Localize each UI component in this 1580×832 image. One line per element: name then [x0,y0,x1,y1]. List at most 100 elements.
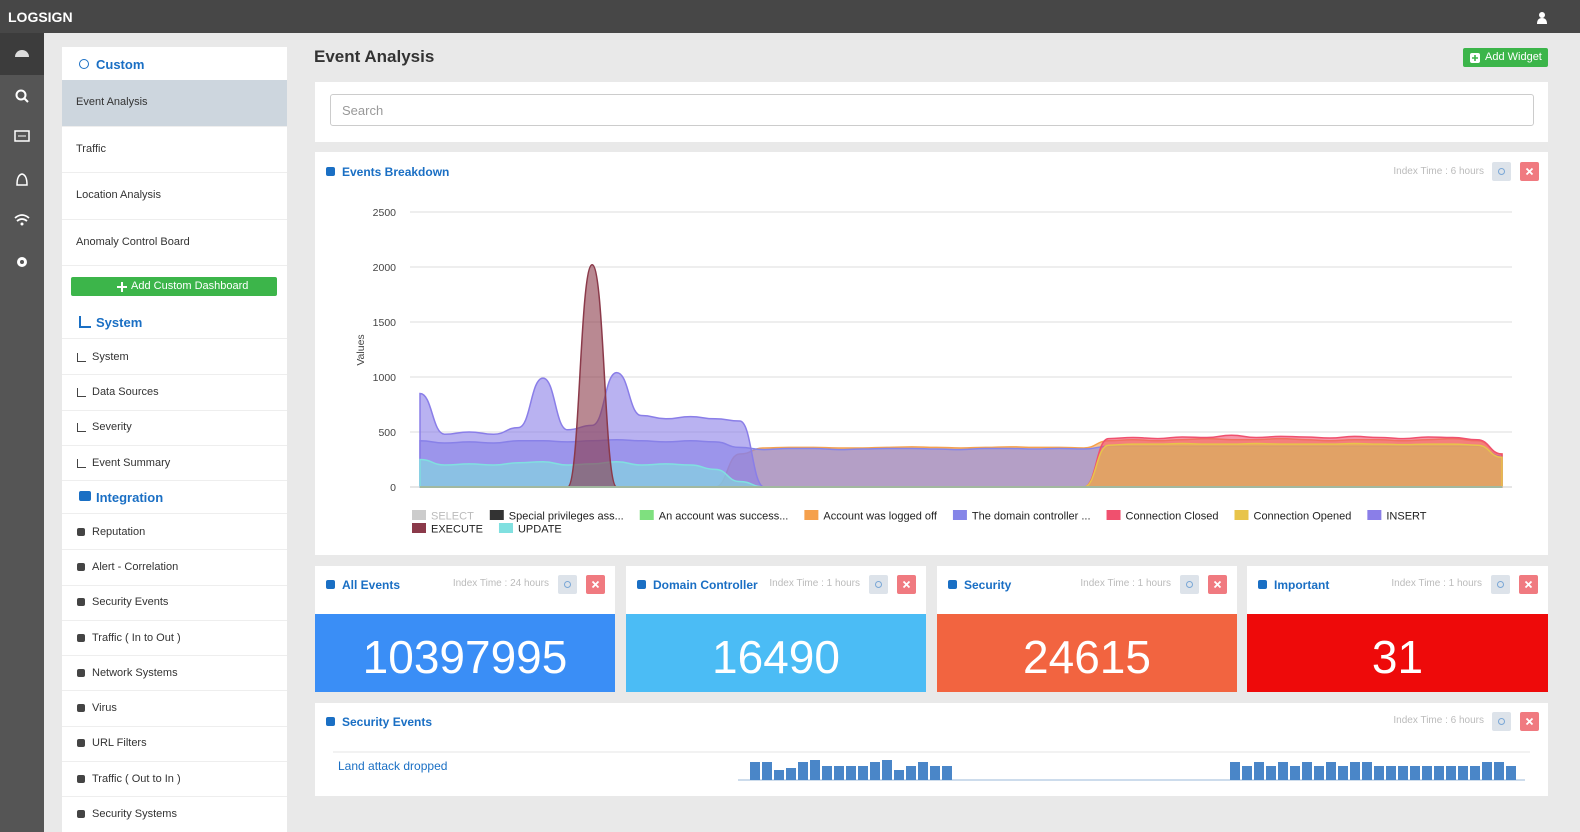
section-title: Custom [96,57,145,72]
brand: LOGSIGN [8,9,73,25]
sidebar-item[interactable]: Traffic [62,127,287,173]
section-header: Custom [62,47,287,81]
close-x [1525,167,1534,176]
stat-block: 31 [1247,614,1548,692]
settings-button[interactable] [1492,162,1511,181]
item-label: Severity [92,421,132,434]
security-title: Security Events [342,715,433,729]
stat-index-time: Index Time : 1 hours [769,578,860,589]
page-title: Event Analysis [314,47,435,66]
sidebar-item[interactable]: URL Filters [62,727,287,763]
item-icon [77,458,86,468]
section-title: Integration [96,490,164,505]
item-label: Alert - Correlation [92,560,179,573]
section-icon [79,491,91,501]
user-icon[interactable] [1536,11,1548,25]
item-icon [77,810,85,819]
close-button[interactable] [586,575,605,594]
section-header: Integration [62,480,287,514]
sidebar-item[interactable]: Virus [62,692,287,727]
add-dashboard-button[interactable]: Add Custom Dashboard [71,277,277,296]
security-index-time: Index Time : 6 hours [1393,715,1484,726]
add-widget-button[interactable]: Add Widget [1463,48,1548,67]
security-label[interactable]: Land attack dropped [338,759,448,773]
sidebar-item[interactable]: Alert - Correlation [62,550,287,586]
item-label: Anomaly Control Board [76,235,190,248]
sidebar-item[interactable]: System [62,340,287,376]
sidebar-item[interactable]: Security Systems [62,797,287,832]
close-x-path [591,580,600,589]
gear-icon [1497,581,1504,588]
rail-icons[interactable] [0,33,44,293]
sidebar-item[interactable]: Anomaly Control Board [62,220,287,266]
security-panel [315,703,1548,796]
sidebar-item[interactable]: Traffic ( Out to In ) [62,762,287,798]
top-bar: LOGSIGN [0,0,1580,33]
stat-value: 16490 [712,631,840,683]
plus-icon [1470,53,1480,63]
sidebar-item[interactable]: Event Summary [62,446,287,482]
settings-button[interactable] [1180,575,1199,594]
item-label: Event Summary [92,456,171,469]
close-x [1525,717,1534,726]
close-x [591,580,600,589]
gear-icon [1186,581,1193,588]
stat-value: 24615 [1023,631,1151,683]
item-icon [77,352,86,362]
sidebar-item[interactable]: Traffic ( In to Out ) [62,621,287,657]
settings-button[interactable] [869,575,888,594]
close-button[interactable] [1520,712,1539,731]
close-x-path [1524,580,1533,589]
close-x [1213,580,1222,589]
close-x [902,580,911,589]
stat-block: 24615 [937,614,1237,692]
widget-icon [326,167,335,176]
close-button[interactable] [1519,575,1538,594]
section-header: System [62,305,287,339]
widget-icon [948,580,957,589]
close-x-path [1525,717,1534,726]
stat-block: 16490 [626,614,926,692]
close-button[interactable] [1208,575,1227,594]
item-label: Security Events [92,596,169,609]
item-label: Security Systems [92,808,177,821]
sidebar-item[interactable]: Data Sources [62,375,287,411]
add-dashboard-label: Add Custom Dashboard [131,280,249,292]
gear-icon [564,581,571,588]
item-icon [77,562,85,571]
stat-title: Domain Controller [653,578,758,592]
sidebar-item[interactable]: Reputation [62,515,287,551]
sidebar-item[interactable]: Location Analysis [62,173,287,220]
stat-title: Important [1274,578,1330,592]
stat-index-time: Index Time : 24 hours [452,578,549,589]
item-label: Location Analysis [76,189,161,202]
stat-title: Security [964,578,1012,592]
item-icon [77,739,85,748]
stat-title: All Events [342,578,401,592]
close-button[interactable] [1520,162,1539,181]
stat-value: 31 [1371,631,1424,683]
settings-button[interactable] [558,575,577,594]
item-icon [77,423,86,433]
sidebar-item[interactable]: Severity [62,411,287,446]
search-input[interactable]: Search [330,94,1534,126]
item-label: Event Analysis [76,96,148,109]
item-icon [77,704,85,713]
item-icon [77,598,85,607]
stat-index-time: Index Time : 1 hours [1391,578,1482,589]
stat-value: 10397995 [362,631,568,683]
widget-icon [1258,580,1267,589]
gear-icon [875,581,882,588]
settings-button[interactable] [1492,712,1511,731]
sidebar-item[interactable]: Network Systems [62,656,287,692]
sidebar: Custom Event Analysis Traffic Location Anal… [62,47,287,832]
close-button[interactable] [897,575,916,594]
item-label: Traffic ( In to Out ) [92,631,181,644]
item-icon [77,527,85,536]
sidebar-item[interactable]: Security Events [62,586,287,621]
sidebar-item[interactable]: Event Analysis [62,80,287,127]
item-label: URL Filters [92,737,147,750]
item-icon [77,668,85,677]
settings-button[interactable] [1491,575,1510,594]
